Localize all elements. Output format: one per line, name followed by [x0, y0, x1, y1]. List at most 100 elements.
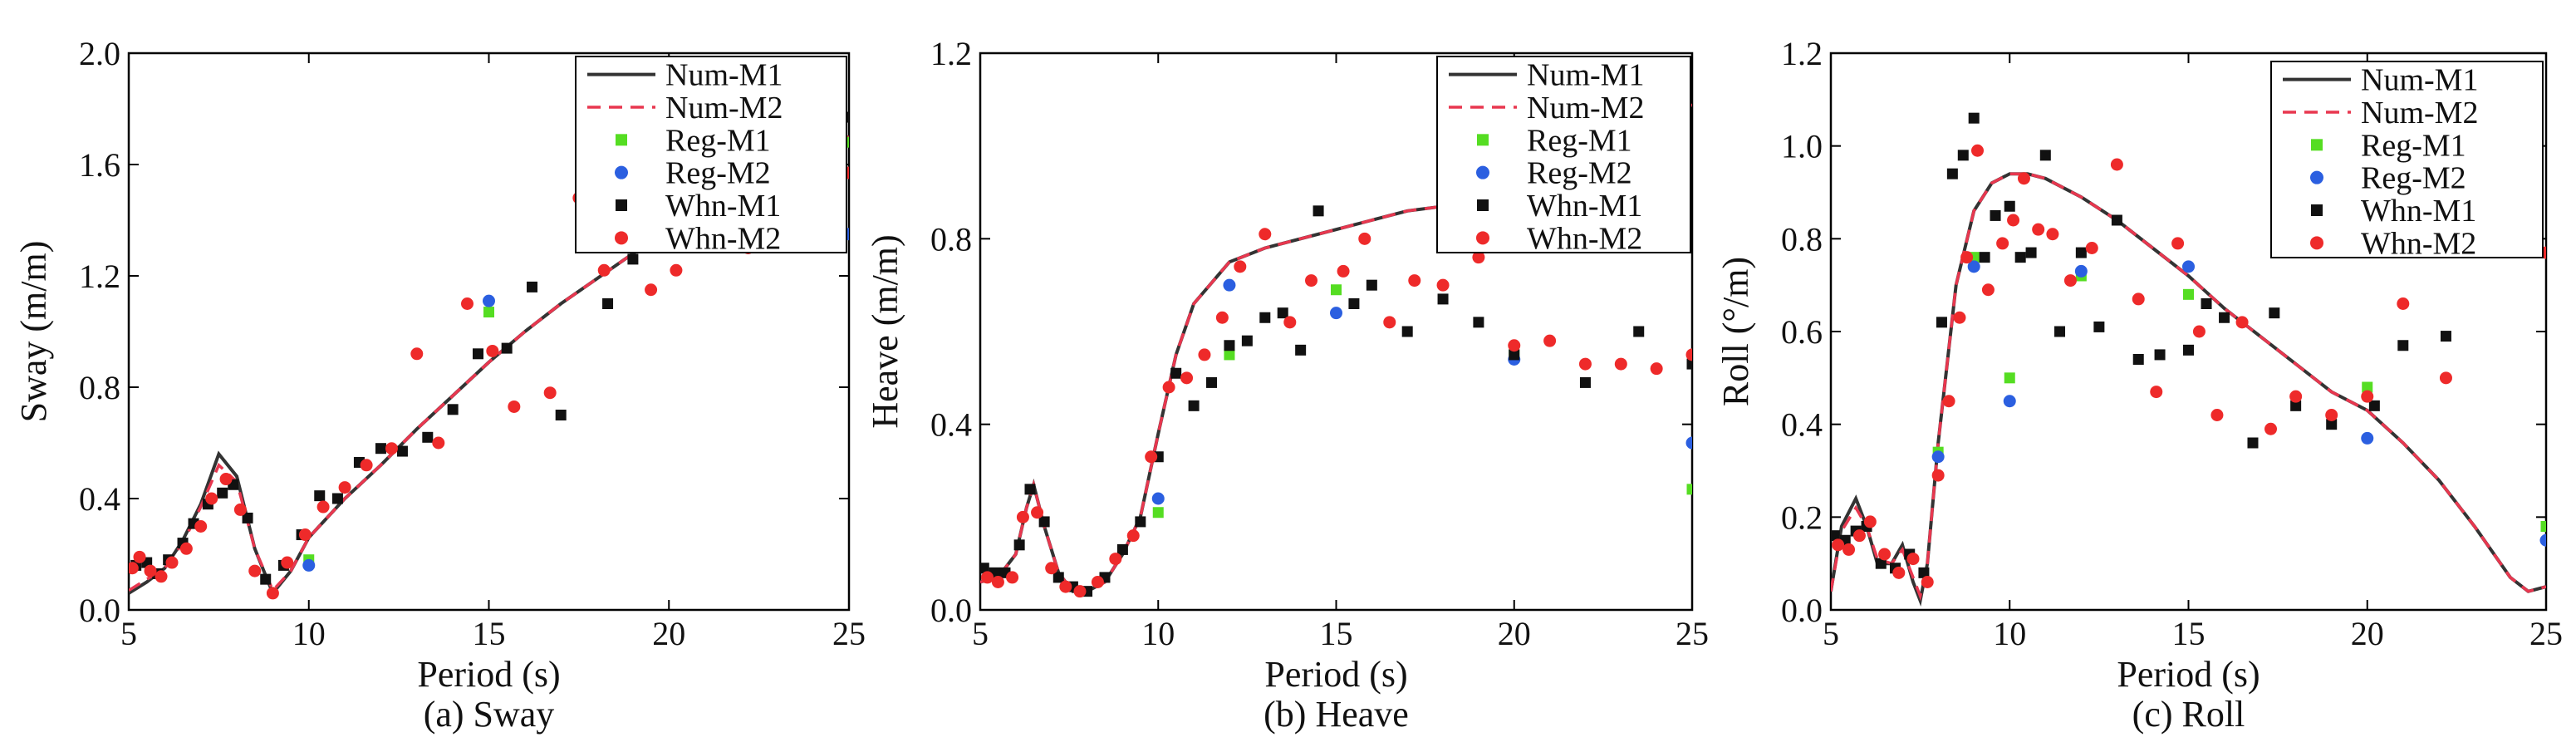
- data-point-whn-m2: [2150, 386, 2163, 399]
- data-point-whn-m1: [396, 445, 408, 457]
- data-point-whn-m2: [2032, 223, 2045, 236]
- legend-label-reg-m1: Reg-M1: [1527, 123, 1632, 158]
- data-point-whn-m2: [1685, 348, 1692, 361]
- legend-label-whn-m2: Whn-M2: [1527, 221, 1642, 256]
- x-tick-label: 20: [2351, 615, 2384, 652]
- data-point-whn-m2: [432, 436, 445, 450]
- data-point-whn-m2: [1942, 395, 1955, 408]
- y-tick-label: 1.6: [79, 146, 120, 184]
- x-tick-label: 20: [652, 615, 685, 652]
- x-tick-label: 20: [1498, 615, 1531, 652]
- data-point-whn-m1: [2397, 340, 2409, 351]
- legend-label-whn-m1: Whn-M1: [665, 189, 781, 224]
- data-point-whn-m2: [248, 564, 262, 577]
- data-point-whn-m2: [1198, 348, 1211, 361]
- data-point-whn-m1: [1013, 539, 1025, 551]
- legend-swatch-whn-m1: [616, 199, 627, 211]
- data-point-reg-m1: [1224, 349, 1235, 361]
- data-point-whn-m2: [233, 503, 247, 516]
- data-point-whn-m1: [2440, 331, 2451, 342]
- data-point-whn-m2: [1358, 232, 1371, 245]
- data-point-whn-m2: [338, 481, 351, 494]
- data-point-reg-m2: [2182, 260, 2195, 273]
- y-tick-label: 1.2: [930, 35, 972, 72]
- x-tick-label: 5: [120, 615, 137, 652]
- data-point-whn-m2: [2289, 390, 2303, 403]
- x-tick-label: 15: [2172, 615, 2206, 652]
- data-point-whn-m1: [2183, 344, 2194, 356]
- data-point-whn-m1: [1224, 340, 1235, 351]
- data-point-whn-m1: [1259, 312, 1271, 323]
- data-point-whn-m1: [980, 563, 989, 574]
- data-point-whn-m1: [260, 573, 272, 585]
- data-point-reg-m1: [1686, 484, 1692, 495]
- data-point-whn-m1: [1509, 349, 1520, 361]
- data-point-whn-m2: [2171, 237, 2185, 250]
- data-point-whn-m1: [1206, 376, 1218, 388]
- data-point-whn-m2: [385, 442, 398, 455]
- data-point-whn-m1: [1038, 516, 1050, 528]
- data-point-reg-m1: [2362, 381, 2373, 393]
- data-point-whn-m2: [1126, 529, 1140, 543]
- data-point-whn-m1: [1831, 530, 1840, 542]
- data-point-whn-m2: [2439, 371, 2452, 385]
- x-tick-label: 10: [292, 615, 326, 652]
- data-point-whn-m2: [360, 459, 373, 472]
- data-point-whn-m2: [144, 564, 157, 577]
- legend-box: [2270, 61, 2544, 258]
- legend-swatch-reg-m2: [615, 165, 628, 179]
- data-point-whn-m2: [2210, 409, 2224, 421]
- data-point-whn-m2: [129, 562, 139, 575]
- data-point-whn-m2: [2361, 390, 2374, 403]
- data-point-whn-m2: [1892, 566, 1906, 579]
- data-point-reg-m2: [1151, 492, 1165, 505]
- y-tick-label: 0.4: [1781, 406, 1823, 444]
- legend-label-whn-m1: Whn-M1: [2361, 194, 2476, 229]
- data-point-whn-m2: [219, 473, 233, 486]
- data-point-whn-m1: [1170, 367, 1182, 379]
- data-point-whn-m2: [1234, 260, 1247, 273]
- data-point-whn-m2: [2192, 325, 2206, 338]
- data-point-whn-m2: [1305, 274, 1318, 287]
- data-point-whn-m1: [1277, 307, 1288, 319]
- data-point-whn-m2: [316, 500, 330, 514]
- data-point-whn-m2: [1215, 311, 1229, 324]
- data-point-whn-m2: [1971, 144, 1985, 157]
- data-point-whn-m2: [508, 400, 521, 413]
- data-point-whn-m1: [2132, 354, 2144, 365]
- data-point-whn-m2: [1650, 362, 1663, 376]
- y-tick-label: 0.0: [1781, 592, 1823, 629]
- data-point-reg-m2: [302, 558, 316, 572]
- data-point-whn-m1: [2014, 252, 2026, 263]
- x-tick-label: 25: [2529, 615, 2563, 652]
- data-point-whn-m1: [2093, 321, 2105, 332]
- y-tick-label: 1.2: [1781, 35, 1823, 72]
- data-point-whn-m1: [331, 493, 343, 504]
- data-point-whn-m2: [1981, 283, 1995, 297]
- data-point-whn-m1: [527, 281, 538, 292]
- data-point-whn-m2: [981, 571, 994, 584]
- data-point-whn-m2: [165, 556, 179, 569]
- data-point-whn-m2: [2325, 409, 2338, 421]
- data-point-whn-m2: [1931, 469, 1945, 482]
- data-point-whn-m2: [1508, 339, 1521, 352]
- data-point-whn-m2: [1472, 251, 1485, 264]
- x-tick-label: 15: [1320, 615, 1353, 652]
- legend-label-num-m1: Num-M1: [665, 58, 783, 93]
- y-axis-label: Sway (m/m): [13, 241, 54, 423]
- legend-label-num-m2: Num-M2: [2361, 96, 2478, 130]
- data-point-whn-m2: [1578, 357, 1592, 371]
- data-point-reg-m1: [2540, 521, 2546, 532]
- data-point-whn-m1: [602, 298, 614, 309]
- data-point-reg-m2: [1967, 260, 1980, 273]
- data-point-whn-m2: [1832, 538, 1845, 552]
- x-tick-label: 10: [1141, 615, 1175, 652]
- y-tick-label: 0.8: [930, 220, 972, 258]
- data-point-whn-m1: [1968, 112, 1980, 124]
- y-tick-label: 0.0: [79, 592, 120, 629]
- x-axis-label: Period (s): [2117, 654, 2260, 695]
- data-point-reg-m2: [1685, 436, 1692, 450]
- data-point-whn-m2: [410, 347, 424, 361]
- data-point-whn-m2: [543, 386, 557, 400]
